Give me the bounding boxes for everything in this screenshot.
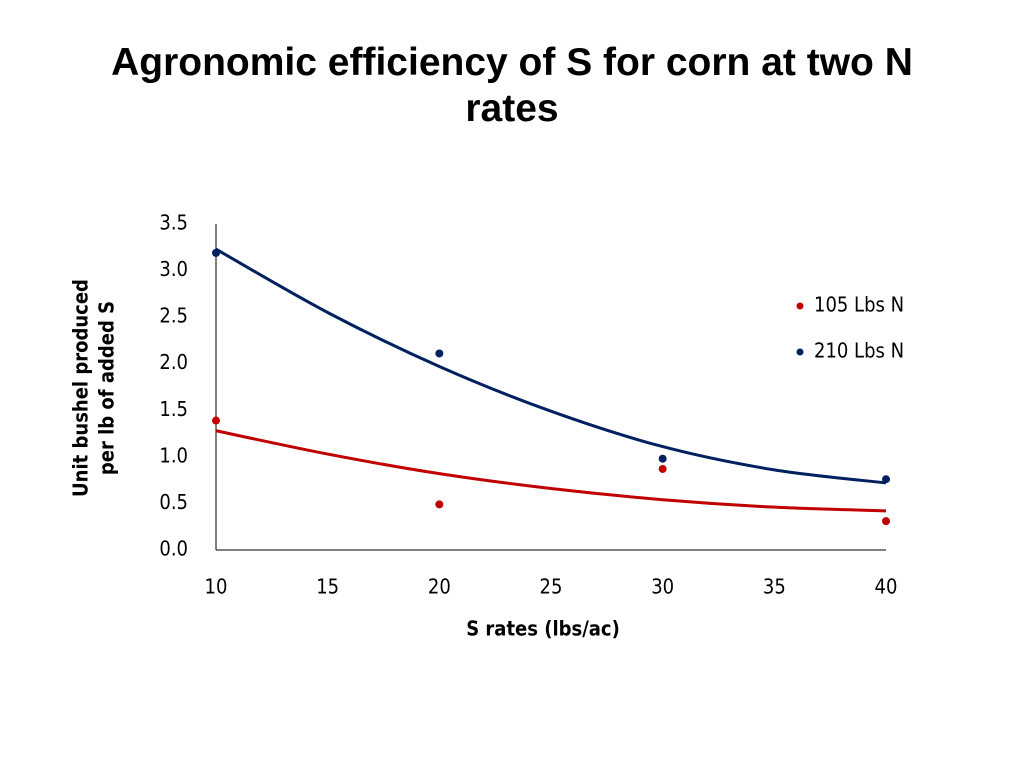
trend-line — [215, 429, 887, 513]
data-point — [435, 349, 444, 358]
x-tick-label: 25 — [540, 575, 563, 599]
data-point — [882, 475, 890, 484]
legend-marker — [796, 302, 804, 310]
x-tick-label: 35 — [763, 575, 786, 599]
trend-line — [215, 247, 887, 485]
legend-label: 105 Lbs N — [814, 293, 904, 317]
y-axis-label-line: per lb of added S — [95, 301, 119, 475]
y-tick-label: 3.0 — [159, 257, 188, 281]
y-tick-label: 0.0 — [159, 537, 188, 561]
data-point — [658, 454, 667, 463]
x-tick-label: 10 — [205, 575, 228, 599]
x-tick-label: 15 — [316, 575, 339, 599]
data-point — [212, 416, 220, 425]
y-tick-label: 2.0 — [159, 350, 188, 374]
y-axis-label-line: Unit bushel produced — [69, 279, 93, 497]
x-axis-label: S rates (lbs/ac) — [466, 617, 620, 641]
data-point — [435, 500, 444, 509]
y-axis-label: Unit bushel produced per lb of added S — [69, 279, 119, 497]
data-point — [212, 248, 220, 257]
x-tick-label: 40 — [875, 575, 898, 599]
chart-title: Agronomic efficiency of S for corn at tw… — [111, 41, 913, 130]
y-tick-label: 1.0 — [159, 443, 188, 467]
data-point — [658, 464, 667, 473]
legend-label: 210 Lbs N — [814, 339, 904, 363]
y-tick-label: 0.5 — [159, 490, 188, 514]
y-tick-label: 1.5 — [159, 397, 188, 421]
x-tick-label: 20 — [428, 575, 451, 599]
y-tick-label: 3.5 — [159, 211, 188, 235]
legend-marker — [796, 348, 804, 356]
y-tick-label: 2.5 — [159, 304, 188, 328]
x-tick-label: 30 — [651, 575, 674, 599]
data-point — [882, 517, 890, 526]
